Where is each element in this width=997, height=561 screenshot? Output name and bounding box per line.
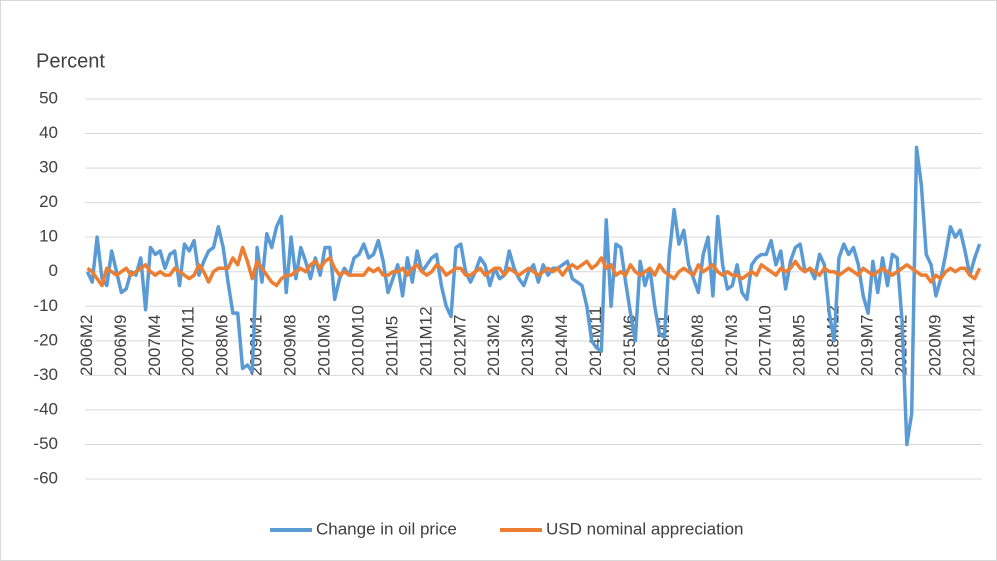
x-tick-label: 2006M2 bbox=[77, 315, 96, 376]
y-axis-title: Percent bbox=[36, 50, 105, 72]
y-tick-label: -20 bbox=[33, 330, 58, 349]
x-tick-label: 2016M8 bbox=[688, 315, 707, 376]
series-line bbox=[86, 245, 982, 288]
y-tick-label: -30 bbox=[33, 365, 58, 384]
y-tick-label: 0 bbox=[49, 261, 58, 280]
x-tick-label: 2011M12 bbox=[416, 306, 435, 376]
x-tick-label: 2014M4 bbox=[552, 315, 571, 376]
legend-label: USD nominal appreciation bbox=[546, 519, 744, 538]
y-tick-label: -50 bbox=[33, 434, 58, 453]
x-tick-label: 2017M10 bbox=[756, 305, 775, 376]
y-tick-label: 30 bbox=[39, 158, 58, 177]
x-tick-label: 2017M3 bbox=[722, 315, 741, 376]
x-tick-label: 2013M2 bbox=[484, 315, 503, 376]
series-line bbox=[85, 145, 982, 447]
x-tick-label: 2019M7 bbox=[858, 315, 877, 376]
y-tick-label: -40 bbox=[33, 399, 58, 418]
x-tick-label: 2008M6 bbox=[213, 315, 232, 376]
x-tick-label: 2009M8 bbox=[281, 315, 300, 376]
x-tick-label: 2006M9 bbox=[111, 315, 130, 376]
y-tick-label: 40 bbox=[39, 123, 58, 142]
x-tick-label: 2010M10 bbox=[348, 305, 367, 376]
y-tick-label: 50 bbox=[39, 88, 58, 107]
y-tick-label: 20 bbox=[39, 192, 58, 211]
x-tick-label: 2021M4 bbox=[959, 315, 978, 376]
y-tick-label: -10 bbox=[33, 296, 58, 315]
x-tick-label: 2011M5 bbox=[382, 316, 401, 376]
x-tick-label: 2007M4 bbox=[145, 315, 164, 376]
legend-label: Change in oil price bbox=[316, 519, 457, 538]
x-tick-label: 2020M9 bbox=[925, 315, 944, 376]
x-tick-label: 2020M2 bbox=[891, 315, 910, 376]
x-tick-label: 2013M9 bbox=[518, 315, 537, 376]
x-tick-label: 2010M3 bbox=[314, 315, 333, 376]
y-tick-label: 10 bbox=[39, 227, 58, 246]
x-tick-label: 2018M5 bbox=[790, 315, 809, 376]
x-tick-label: 2007M11 bbox=[179, 306, 198, 376]
y-tick-label: -60 bbox=[33, 468, 58, 487]
x-tick-label: 2012M7 bbox=[450, 315, 469, 376]
